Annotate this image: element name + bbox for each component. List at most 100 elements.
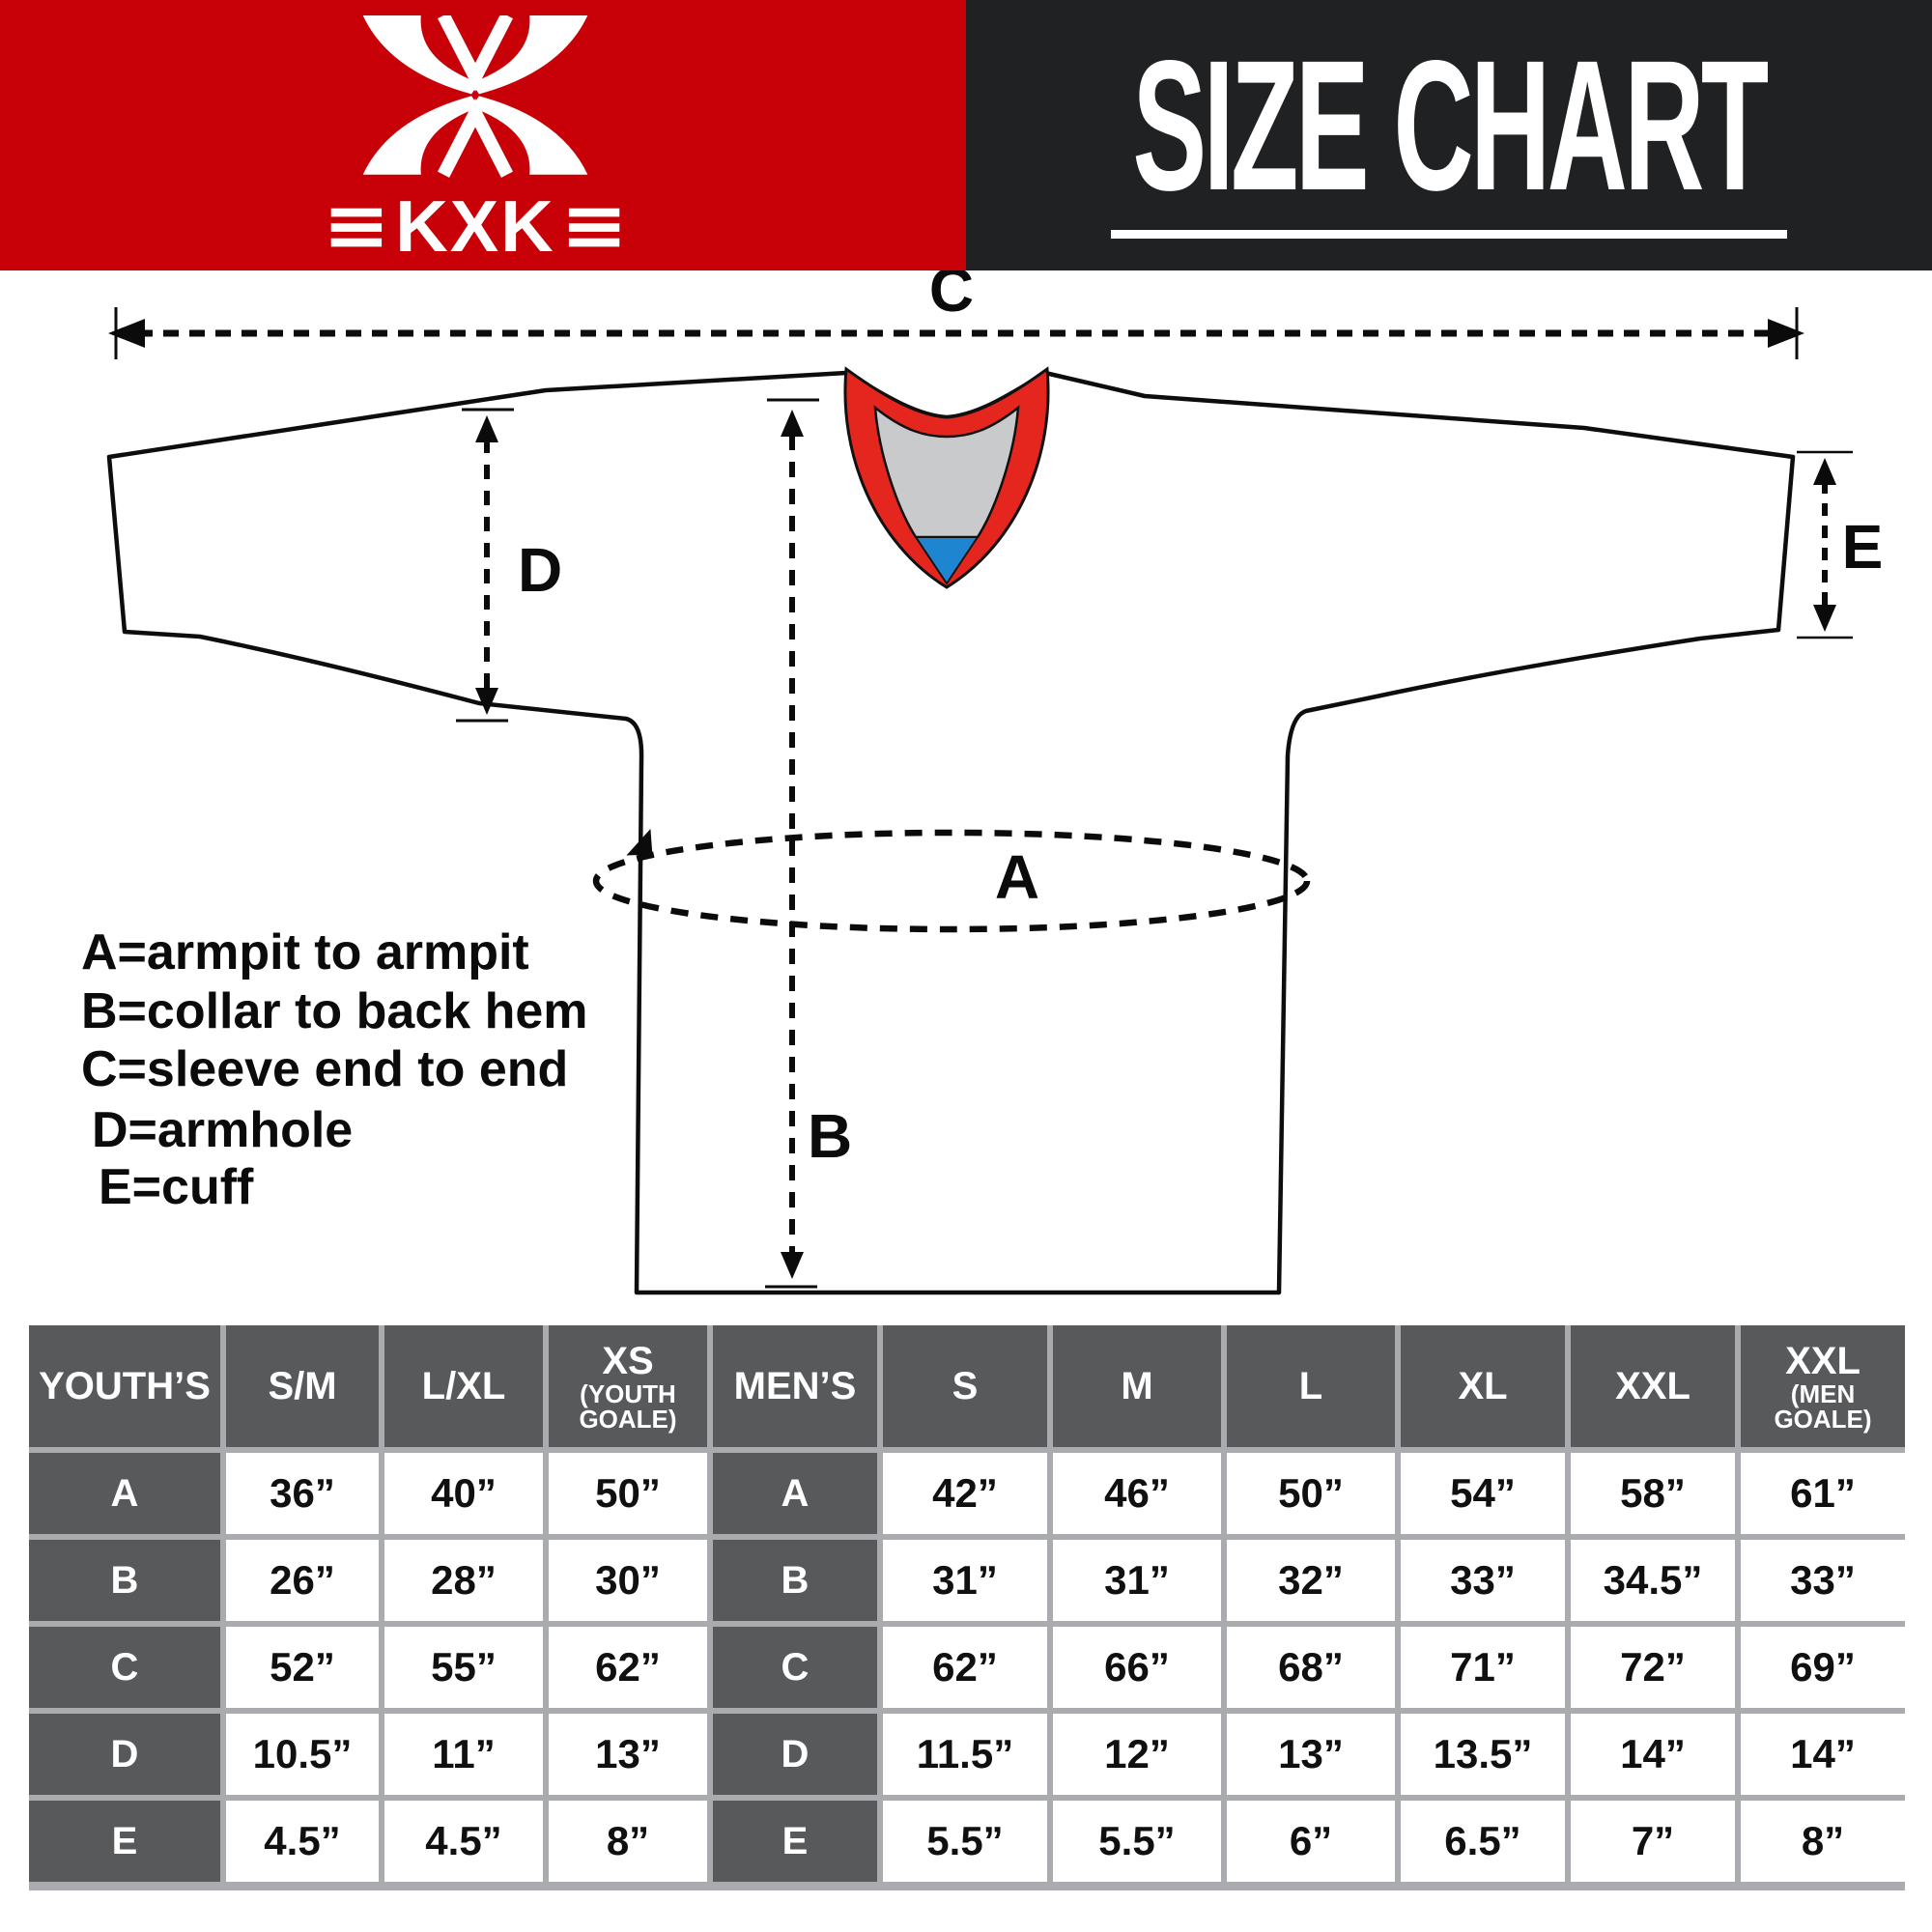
header-title-panel: SIZE CHART xyxy=(966,0,1932,270)
legend-item: E=cuff xyxy=(99,1159,254,1215)
size-value: 12” xyxy=(1053,1714,1221,1795)
size-value: 33” xyxy=(1401,1540,1565,1621)
size-value: 34.5” xyxy=(1571,1540,1735,1621)
legend-item: C=sleeve end to end xyxy=(81,1041,568,1097)
row-label: C xyxy=(713,1627,877,1708)
size-value: 14” xyxy=(1741,1714,1905,1795)
legend-item: B=collar to back hem xyxy=(81,983,588,1039)
brand-wordmark: KXK xyxy=(395,186,554,259)
measure-B-arrow xyxy=(765,398,819,1289)
column-header-label: S xyxy=(952,1365,979,1407)
column-header: YOUTH’S xyxy=(29,1325,220,1447)
column-header-label: S/M xyxy=(268,1365,337,1407)
size-value: 8” xyxy=(1741,1801,1905,1882)
size-value: 5.5” xyxy=(883,1801,1047,1882)
size-value: 13” xyxy=(1227,1714,1395,1795)
size-value: 68” xyxy=(1227,1627,1395,1708)
column-header: XL xyxy=(1401,1325,1565,1447)
size-value: 62” xyxy=(549,1627,707,1708)
size-value: 30” xyxy=(549,1540,707,1621)
column-header: S/M xyxy=(226,1325,379,1447)
size-value: 62” xyxy=(883,1627,1047,1708)
row-label: C xyxy=(29,1627,220,1708)
row-label: E xyxy=(713,1801,877,1882)
column-header-sublabel: (MEN GOALE) xyxy=(1774,1379,1872,1434)
size-value: 71” xyxy=(1401,1627,1565,1708)
size-value: 14” xyxy=(1571,1714,1735,1795)
column-header-label: XL xyxy=(1458,1365,1508,1407)
column-header-label: MEN’S xyxy=(733,1365,857,1407)
column-header: M xyxy=(1053,1325,1221,1447)
size-value: 52” xyxy=(226,1627,379,1708)
size-value: 54” xyxy=(1401,1453,1565,1534)
row-label: A xyxy=(29,1453,220,1534)
legend-item: A=armpit to armpit xyxy=(81,924,529,980)
size-value: 31” xyxy=(1053,1540,1221,1621)
column-header-label: XS xyxy=(602,1340,654,1382)
size-value: 33” xyxy=(1741,1540,1905,1621)
title-underline xyxy=(1111,229,1787,239)
measurement-legend: A=armpit to armpit B=collar to back hem … xyxy=(81,924,588,1215)
size-value: 6.5” xyxy=(1401,1801,1565,1882)
column-header: XXL xyxy=(1571,1325,1735,1447)
measure-E-arrow xyxy=(1797,450,1853,639)
column-header: XS (YOUTH GOALE) xyxy=(549,1325,707,1447)
row-label: D xyxy=(29,1714,220,1795)
size-value: 72” xyxy=(1571,1627,1735,1708)
measure-label-E: E xyxy=(1842,512,1884,582)
column-header-label: XXL xyxy=(1615,1365,1690,1407)
page-title: SIZE CHART xyxy=(1132,20,1769,229)
column-header: XXL (MEN GOALE) xyxy=(1741,1325,1905,1447)
size-value: 66” xyxy=(1053,1627,1221,1708)
column-header: L xyxy=(1227,1325,1395,1447)
measure-C-arrow xyxy=(108,307,1804,359)
size-value: 11” xyxy=(384,1714,543,1795)
column-header-sublabel: (YOUTH GOALE) xyxy=(579,1379,677,1434)
row-label: B xyxy=(713,1540,877,1621)
column-header: L/XL xyxy=(384,1325,543,1447)
jersey-measurement-diagram: C D B A E A=armpit to armpit B=collar to… xyxy=(81,270,1884,1295)
brand-logo: KXK xyxy=(311,12,639,268)
size-value: 42” xyxy=(883,1453,1047,1534)
size-value: 4.5” xyxy=(384,1801,543,1882)
size-value: 61” xyxy=(1741,1453,1905,1534)
size-value: 58” xyxy=(1571,1453,1735,1534)
collar-inner-gray xyxy=(873,405,1020,539)
size-value: 10.5” xyxy=(226,1714,379,1795)
collar-blue-insert xyxy=(914,536,980,585)
size-value: 55” xyxy=(384,1627,543,1708)
measure-label-D: D xyxy=(518,535,562,605)
header-brand-panel: KXK xyxy=(0,0,966,270)
legend-item: D=armhole xyxy=(92,1102,353,1158)
size-value: 13.5” xyxy=(1401,1714,1565,1795)
column-header-label: M xyxy=(1121,1365,1153,1407)
column-header-label: L xyxy=(1298,1365,1323,1407)
size-value: 7” xyxy=(1571,1801,1735,1882)
column-header-label: YOUTH’S xyxy=(39,1365,211,1407)
size-value: 69” xyxy=(1741,1627,1905,1708)
size-value: 36” xyxy=(226,1453,379,1534)
size-table: YOUTH’S S/M L/XL XS (YOUTH GOALE) MEN’S S M L XL X… xyxy=(29,1325,1905,1890)
column-header: S xyxy=(883,1325,1047,1447)
size-value: 28” xyxy=(384,1540,543,1621)
measure-D-arrow xyxy=(456,408,514,723)
row-label: D xyxy=(713,1714,877,1795)
column-header-label: L/XL xyxy=(421,1365,506,1407)
size-value: 31” xyxy=(883,1540,1047,1621)
row-label: A xyxy=(713,1453,877,1534)
kxk-logo-icon: KXK xyxy=(330,12,620,268)
measure-label-B: B xyxy=(808,1101,852,1171)
measure-A-ellipse xyxy=(592,828,1311,933)
size-value: 32” xyxy=(1227,1540,1395,1621)
size-value: 6” xyxy=(1227,1801,1395,1882)
measure-label-A: A xyxy=(995,842,1039,912)
measure-label-C: C xyxy=(929,270,974,325)
size-value: 50” xyxy=(1227,1453,1395,1534)
size-value: 13” xyxy=(549,1714,707,1795)
size-value: 50” xyxy=(549,1453,707,1534)
size-value: 4.5” xyxy=(226,1801,379,1882)
size-value: 46” xyxy=(1053,1453,1221,1534)
size-value: 26” xyxy=(226,1540,379,1621)
size-value: 5.5” xyxy=(1053,1801,1221,1882)
column-header-label: XXL xyxy=(1785,1340,1861,1382)
